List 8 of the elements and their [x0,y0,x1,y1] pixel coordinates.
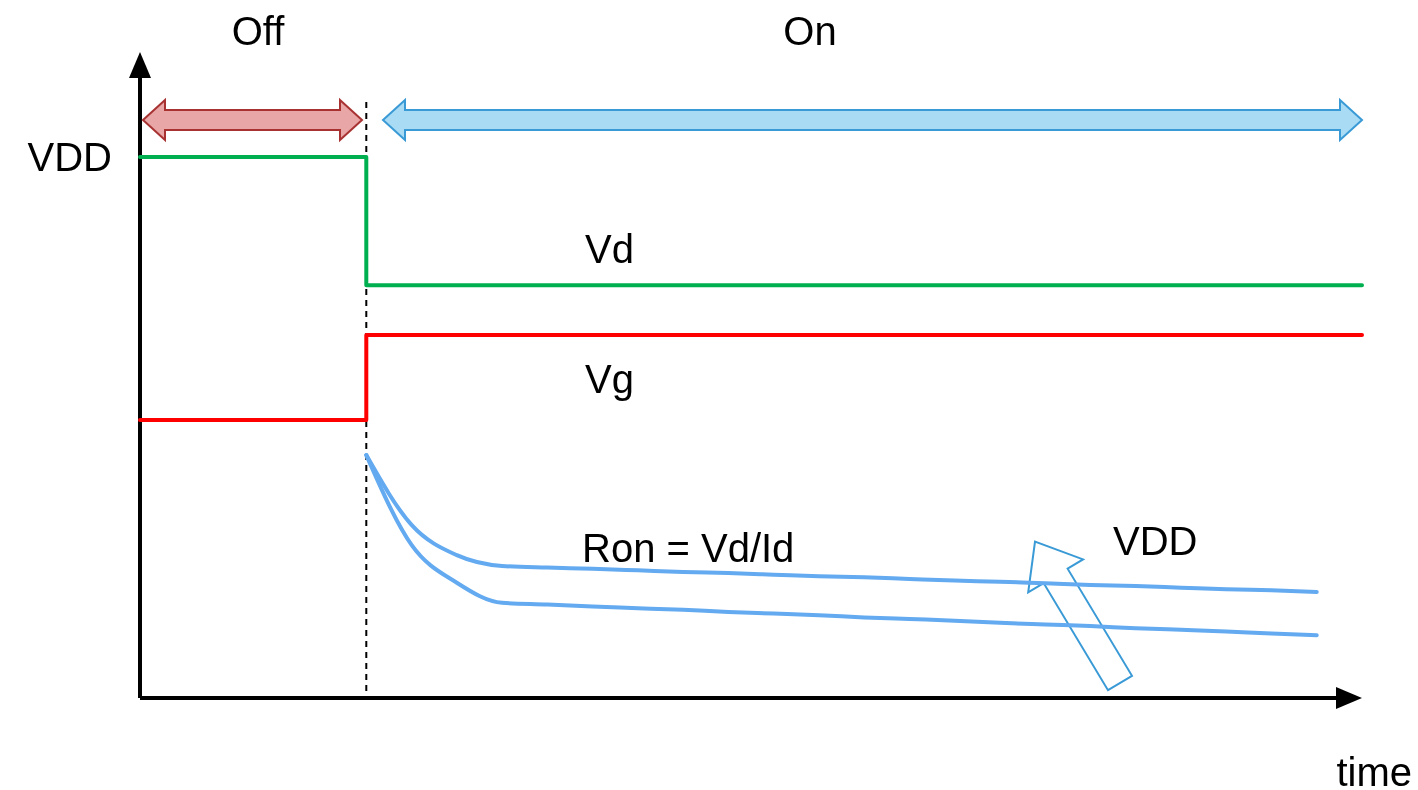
text: Off [231,9,286,53]
text: On [783,9,837,53]
annotation: VDD [1113,519,1198,563]
series-label: Vd [585,227,634,272]
text: VDD [27,135,112,179]
series-label: Vg [585,356,634,401]
annotation: Ron = Vd/Id [582,526,795,570]
x-axis-title: time [1336,750,1412,790]
